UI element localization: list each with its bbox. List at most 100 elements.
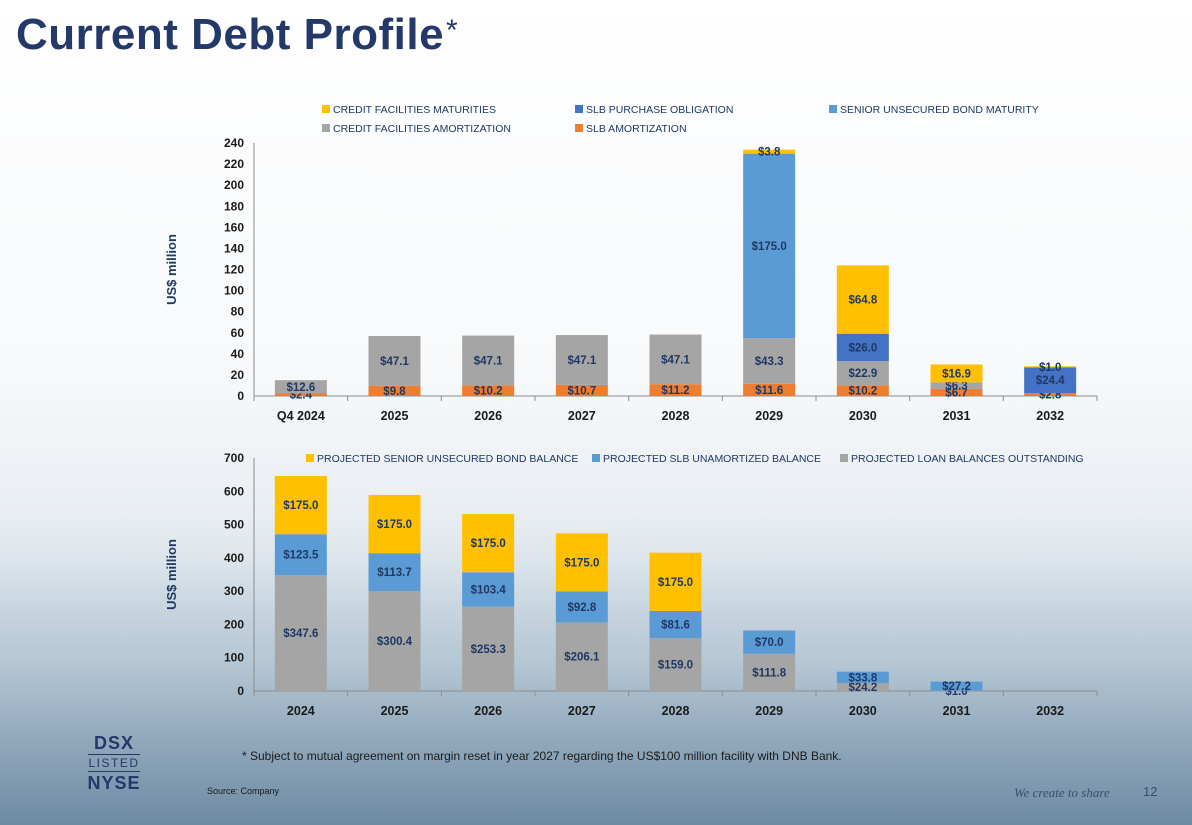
data-label: $175.0 [752, 241, 787, 253]
data-label: $175.0 [564, 557, 599, 569]
bar-segment [555, 591, 608, 623]
data-label: $24.2 [848, 682, 877, 694]
bar-segment [743, 383, 796, 396]
y-tick-label: 180 [224, 199, 244, 213]
y-tick-label: 120 [224, 263, 244, 277]
data-label: $27.2 [942, 681, 971, 693]
y-tick-label: 240 [224, 136, 244, 150]
legend-label: SLB PURCHASE OBLIGATION [586, 104, 733, 116]
data-label: $6.7 [945, 387, 967, 399]
legend-swatch [575, 105, 583, 113]
x-category-label: 2030 [849, 409, 877, 423]
data-label: $123.5 [283, 550, 319, 562]
x-category-label: 2027 [568, 704, 596, 718]
y-tick-label: 500 [224, 518, 244, 532]
y-tick-label: 20 [231, 368, 245, 382]
legend-swatch [840, 454, 848, 462]
y-tick-label: 200 [224, 617, 244, 631]
bar-segment [836, 385, 889, 396]
x-category-label: 2028 [662, 704, 690, 718]
data-label: $175.0 [283, 500, 318, 512]
data-label: $47.1 [661, 354, 690, 366]
y-tick-label: 160 [224, 220, 244, 234]
bar-segment [274, 380, 327, 394]
y-tick-label: 40 [231, 347, 245, 361]
bar-segment [368, 553, 421, 592]
tagline: We create to share [1014, 785, 1110, 800]
bar-segment [649, 610, 702, 639]
data-label: $111.8 [752, 667, 787, 679]
legend-swatch [322, 105, 330, 113]
y-tick-label: 60 [231, 326, 245, 340]
bar-segment [368, 591, 421, 691]
data-label: $47.1 [567, 355, 596, 367]
bar-segment [836, 682, 889, 691]
data-label: $6.3 [945, 381, 967, 393]
bar-segment [836, 671, 889, 683]
legend-swatch [592, 454, 600, 462]
bar-segment [649, 384, 702, 396]
bar-segment [368, 336, 421, 386]
x-category-label: 2026 [474, 409, 502, 423]
bar-segment [836, 361, 889, 386]
bar-segment [649, 334, 702, 385]
bar-segment [462, 572, 515, 607]
x-category-label: 2031 [943, 409, 971, 423]
data-label: $92.8 [567, 602, 596, 614]
page-number: 12 [1143, 784, 1158, 799]
data-label: $11.2 [661, 385, 689, 397]
y-tick-label: 700 [224, 451, 244, 465]
data-label: $70.0 [755, 637, 784, 649]
x-category-label: 2029 [755, 704, 783, 718]
source-note: Source: Company [207, 786, 280, 796]
legend-label: CREDIT FACILITIES MATURITIES [333, 104, 496, 116]
y-axis-label: US$ million [164, 234, 179, 305]
legend-label: SENIOR UNSECURED BOND MATURITY [840, 104, 1039, 116]
data-label: $10.7 [567, 385, 596, 397]
bar-segment [555, 622, 608, 691]
bar-segment [743, 149, 796, 154]
bar-segment [1024, 366, 1077, 368]
bar-segment [930, 681, 983, 691]
bar-segment [743, 153, 796, 339]
bar-segment [462, 514, 515, 573]
bar-segment [462, 335, 515, 386]
legend-label: PROJECTED LOAN BALANCES OUTSTANDING [851, 453, 1084, 465]
data-label: $47.1 [380, 356, 409, 368]
data-label: $253.3 [471, 644, 506, 656]
data-label: $81.6 [661, 619, 690, 631]
bar-segment [368, 494, 421, 554]
nyse-listed-logo: DSX LISTED NYSE [87, 733, 141, 793]
title-asterisk: * [446, 14, 459, 47]
data-label: $43.3 [755, 356, 784, 368]
bar-segment [649, 552, 702, 611]
data-label: $1.0 [1039, 362, 1061, 374]
y-axis-label: US$ million [164, 539, 179, 610]
x-category-label: 2030 [849, 704, 877, 718]
bar-segment [743, 630, 796, 654]
y-tick-label: 100 [224, 651, 244, 665]
y-tick-label: 0 [237, 389, 244, 403]
data-label: $10.2 [848, 386, 877, 398]
bar-segment [1024, 393, 1077, 396]
bar-segment [649, 638, 702, 691]
data-label: $24.4 [1036, 375, 1065, 387]
data-label: $11.6 [755, 385, 783, 397]
bar-segment [930, 364, 983, 383]
data-label: $206.1 [564, 652, 600, 664]
x-category-label: 2032 [1036, 704, 1064, 718]
x-category-label: 2032 [1036, 409, 1064, 423]
data-label: $16.9 [942, 368, 971, 380]
x-category-label: 2024 [287, 704, 315, 718]
data-label: $159.0 [658, 660, 693, 672]
bar-segment [274, 393, 327, 396]
legend-label: SLB AMORTIZATION [586, 123, 687, 135]
y-tick-label: 100 [224, 284, 244, 298]
bar-segment [555, 335, 608, 385]
data-label: $113.7 [377, 567, 412, 579]
y-tick-label: 220 [224, 157, 244, 171]
bar-segment [743, 653, 796, 691]
data-label: $175.0 [658, 577, 693, 589]
x-category-label: 2029 [755, 409, 783, 423]
